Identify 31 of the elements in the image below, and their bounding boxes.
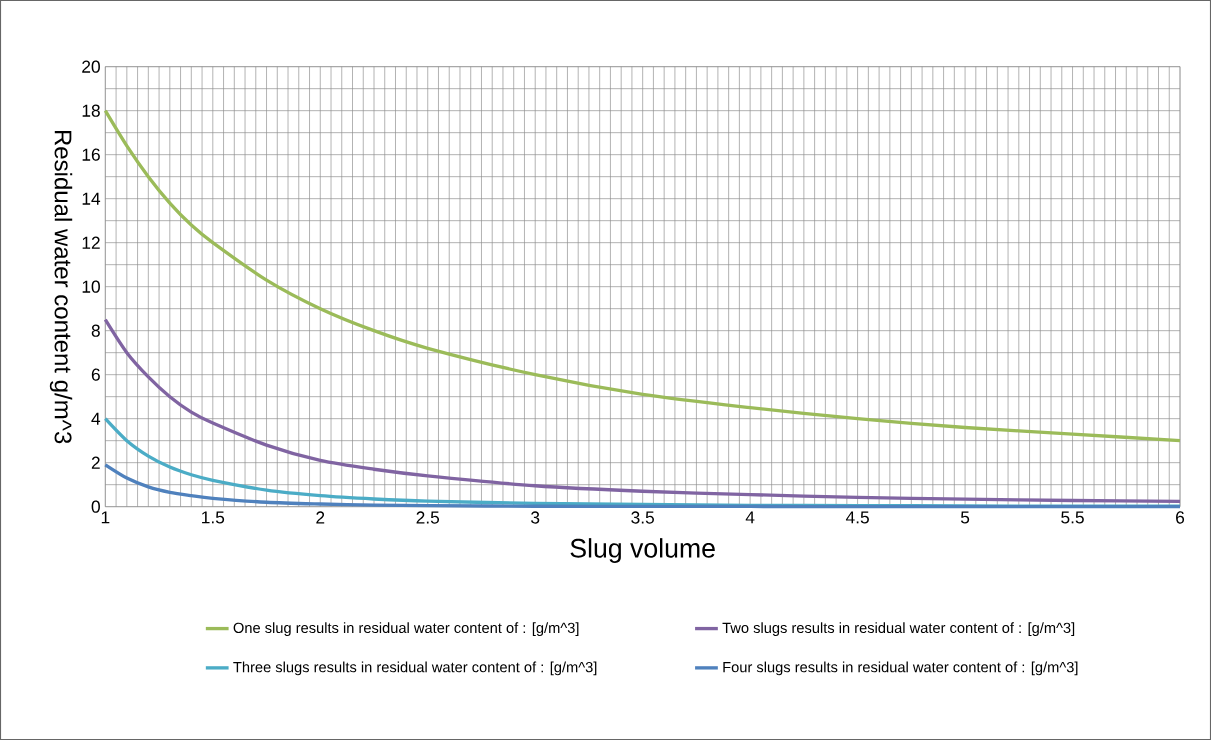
legend-label: Three slugs results in residual water content of : [g/m^3] bbox=[233, 661, 597, 676]
x-axis-title: Slug volume bbox=[570, 538, 715, 563]
y-tick-label: 0 bbox=[91, 500, 100, 513]
y-tick-label: 16 bbox=[82, 148, 100, 161]
x-tick-label: 1 bbox=[101, 511, 110, 524]
line-series bbox=[103, 318, 1182, 504]
line-series bbox=[103, 109, 1182, 443]
legend-label: Two slugs results in residual water content of : [g/m^3] bbox=[722, 622, 1075, 636]
x-tick-label: 3.5 bbox=[631, 511, 654, 524]
x-tick-label: 2 bbox=[316, 511, 325, 524]
x-tick-label: 6 bbox=[1176, 511, 1185, 524]
y-tick-label: 2 bbox=[91, 456, 100, 469]
x-tick-label: 4 bbox=[745, 511, 755, 524]
y-tick-label: 20 bbox=[82, 60, 100, 73]
y-tick-label: 14 bbox=[82, 192, 101, 205]
y-tick-label: 8 bbox=[91, 324, 100, 337]
y-tick-label: 4 bbox=[91, 412, 101, 425]
y-tick-label: 18 bbox=[82, 104, 100, 117]
x-tick-label: 5.5 bbox=[1061, 511, 1084, 524]
x-tick-label: 3 bbox=[531, 511, 540, 524]
y-tick-label: 10 bbox=[82, 280, 100, 293]
y-axis-title: Residual water content g/m^3 bbox=[49, 130, 73, 444]
x-tick-label: 2.5 bbox=[416, 511, 440, 524]
x-tick-label: 5 bbox=[960, 511, 970, 524]
legend-label: Four slugs results in residual water content of : [g/m^3] bbox=[723, 661, 1078, 676]
line-series bbox=[103, 463, 1182, 509]
x-tick-label: 4.5 bbox=[845, 511, 869, 524]
legend-label: One slug results in residual water content of : [g/m^3] bbox=[233, 622, 579, 636]
y-tick-label: 6 bbox=[91, 368, 100, 381]
y-tick-label: 12 bbox=[82, 236, 100, 249]
x-tick-label: 1.5 bbox=[202, 511, 225, 524]
